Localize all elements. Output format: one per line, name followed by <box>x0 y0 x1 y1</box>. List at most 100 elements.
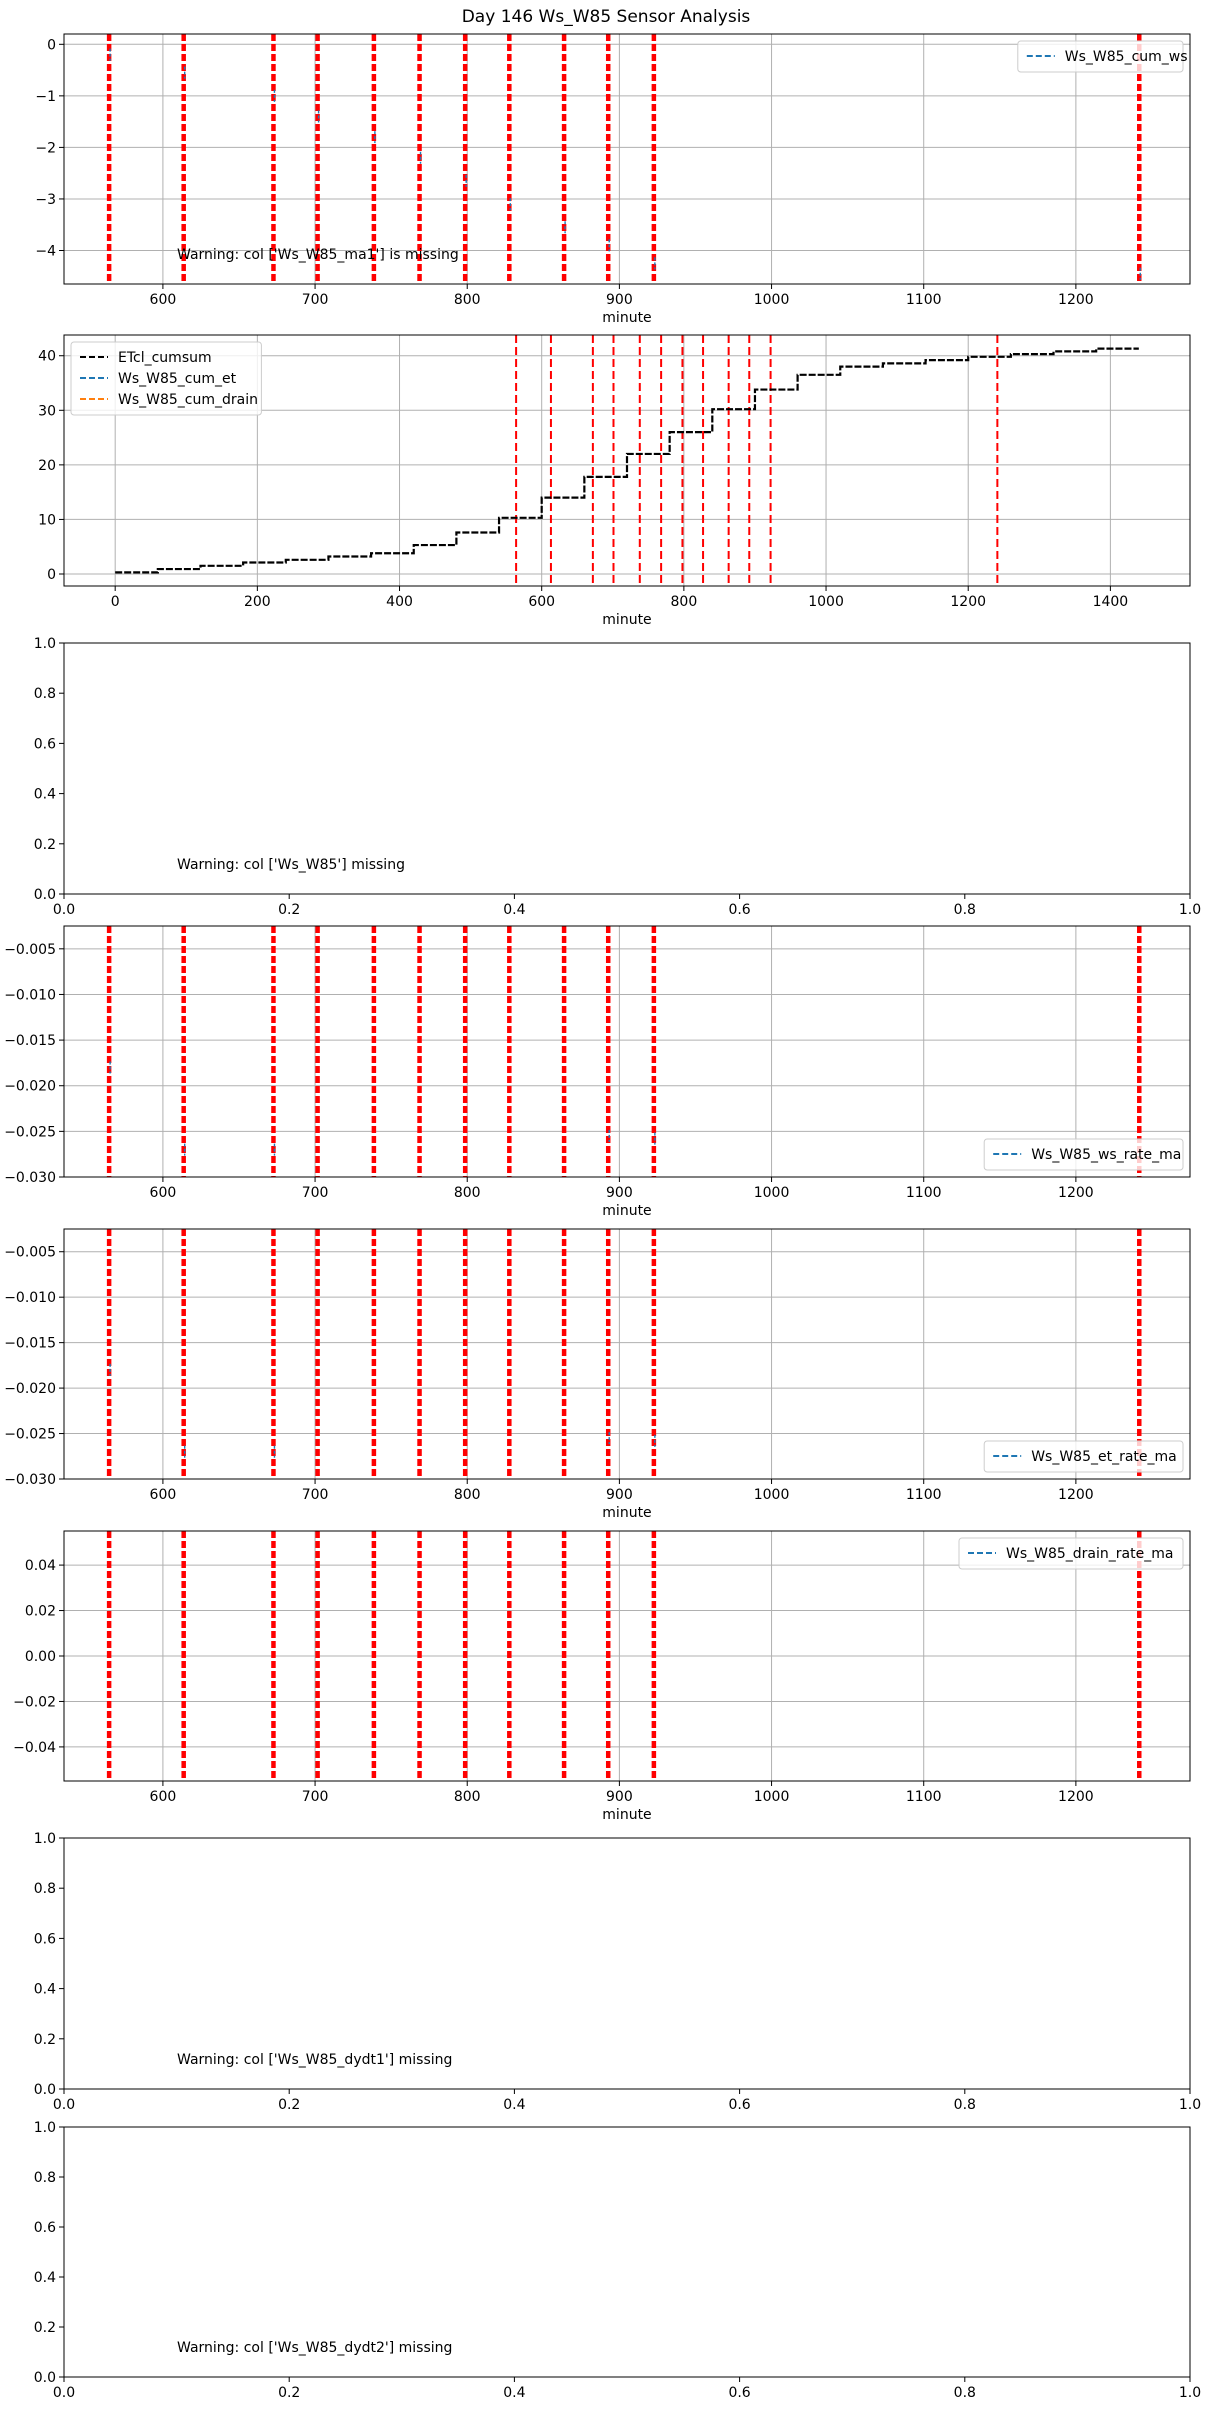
axes-frame <box>63 1837 1191 2090</box>
y-tick-label: 0.8 <box>34 686 56 702</box>
y-tick-label: 1.0 <box>34 2120 56 2136</box>
x-tick-label: 800 <box>454 1487 481 1503</box>
y-tick-label: −1 <box>35 89 56 105</box>
x-tick-label: 800 <box>454 1789 481 1805</box>
x-tick-label: 1000 <box>808 594 844 610</box>
x-tick-label: 0.6 <box>728 2385 750 2401</box>
data-layer <box>106 1531 1142 1781</box>
x-tick-label: 900 <box>606 1789 633 1805</box>
x-tick-label: 0.8 <box>954 902 976 918</box>
chart-panel-2: 0 200 400 600 800 1000 1200 1400 0 10 20 30 40 minute… <box>38 334 1191 628</box>
y-tick-label: 0.4 <box>34 787 56 803</box>
y-tick-label: −0.030 <box>4 1472 56 1488</box>
axes-frame <box>63 642 1191 895</box>
x-tick-label: 1100 <box>906 1185 942 1201</box>
x-tick-label: 1100 <box>906 292 942 308</box>
x-axis-label: minute <box>602 612 651 628</box>
warning-annotation: Warning: col ['Ws_W85_dydt1'] missing <box>177 2052 452 2068</box>
x-tick-label: 900 <box>606 292 633 308</box>
x-tick-label: 1.0 <box>1179 2385 1201 2401</box>
y-tick-label: −0.020 <box>4 1381 56 1397</box>
x-tick-label: 600 <box>150 1487 177 1503</box>
x-tick-label: 0.0 <box>53 902 75 918</box>
x-tick-label: 1200 <box>1058 292 1094 308</box>
x-tick-label: 1100 <box>906 1487 942 1503</box>
y-tick-label: 0.00 <box>25 1649 56 1665</box>
x-tick-label: 0.2 <box>278 2097 300 2113</box>
y-tick-label: 0.8 <box>34 2170 56 2186</box>
y-tick-label: −0.015 <box>4 1033 56 1049</box>
legend-label: Ws_W85_drain_rate_ma <box>1006 1546 1173 1562</box>
x-tick-label: 0.2 <box>278 2385 300 2401</box>
legend-box <box>1017 40 1184 73</box>
x-tick-label: 600 <box>150 1789 177 1805</box>
legend: Ws_W85_cum_ws <box>1017 40 1188 73</box>
x-tick-label: 0.2 <box>278 902 300 918</box>
warning-annotation: Warning: col ['Ws_W85'] missing <box>177 857 405 873</box>
y-tick-label: −0.010 <box>4 987 56 1003</box>
data-layer <box>106 34 1142 284</box>
y-tick-label: 40 <box>38 349 56 365</box>
chart-panel-3: 0.0 0.2 0.4 0.6 0.8 1.0 0.0 0.2 0.4 0.6 0.8 1.0 Warn… <box>34 636 1201 918</box>
warning-annotation: Warning: col ['Ws_W85_ma1'] is missing <box>177 247 459 263</box>
y-tick-label: 0.04 <box>25 1558 56 1574</box>
x-tick-label: 800 <box>454 1185 481 1201</box>
x-tick-label: 0.8 <box>954 2385 976 2401</box>
x-tick-label: 700 <box>302 1487 329 1503</box>
legend: Ws_W85_drain_rate_ma <box>958 1537 1184 1570</box>
y-tick-label: 0.6 <box>34 736 56 752</box>
x-axis-label: minute <box>602 1807 651 1823</box>
x-tick-label: 0 <box>111 594 120 610</box>
x-tick-label: 1000 <box>754 292 790 308</box>
chart-panel-1: 600 700 800 900 1000 1100 1200 0 −1 −2 −3 −4 minute W… <box>35 33 1191 326</box>
y-tick-label: 0.2 <box>34 2320 56 2336</box>
y-tick-label: 0.0 <box>34 2082 56 2098</box>
x-tick-label: 600 <box>150 292 177 308</box>
y-tick-label: 30 <box>38 403 56 419</box>
x-tick-label: 0.4 <box>503 2097 525 2113</box>
y-tick-label: −0.005 <box>4 942 56 958</box>
data-layer <box>106 1229 1142 1479</box>
y-tick-label: −0.04 <box>13 1740 56 1756</box>
x-tick-label: 600 <box>528 594 555 610</box>
legend-label: Ws_W85_et_rate_ma <box>1031 1449 1177 1465</box>
y-tick-label: 0 <box>47 567 56 583</box>
y-tick-label: −0.005 <box>4 1245 56 1261</box>
axes-frame <box>63 1228 1191 1480</box>
axes-frame <box>63 2126 1191 2378</box>
x-tick-label: 0.0 <box>53 2097 75 2113</box>
y-tick-label: 0.4 <box>34 2270 56 2286</box>
y-tick-label: 0.0 <box>34 2370 56 2386</box>
chart-panel-7: 0.0 0.2 0.4 0.6 0.8 1.0 0.0 0.2 0.4 0.6 0.8 1.0 Warn… <box>34 1831 1201 2113</box>
x-tick-label: 800 <box>671 594 698 610</box>
y-tick-label: −4 <box>35 243 56 259</box>
data-layer <box>106 926 1142 1177</box>
x-tick-label: 0.6 <box>728 2097 750 2113</box>
y-tick-label: −3 <box>35 192 56 208</box>
y-tick-label: 1.0 <box>34 636 56 652</box>
legend-box <box>958 1537 1184 1570</box>
y-tick-label: 10 <box>38 512 56 528</box>
y-tick-label: −0.030 <box>4 1170 56 1186</box>
x-tick-label: 700 <box>302 1185 329 1201</box>
legend-label: Ws_W85_cum_drain <box>118 392 258 408</box>
x-tick-label: 1000 <box>754 1487 790 1503</box>
x-tick-label: 0.0 <box>53 2385 75 2401</box>
x-tick-label: 0.4 <box>503 2385 525 2401</box>
legend-box <box>983 1440 1184 1473</box>
y-tick-label: −0.02 <box>13 1694 56 1710</box>
x-axis-label: minute <box>602 1203 651 1219</box>
data-layer <box>115 335 1139 586</box>
y-tick-label: −0.025 <box>4 1427 56 1443</box>
y-tick-label: 0.6 <box>34 1931 56 1947</box>
series-line-etcl-cumsum <box>115 347 1139 574</box>
x-tick-label: 0.6 <box>728 902 750 918</box>
legend: ETcl_cumsum Ws_W85_cum_et Ws_W85_cum_drain <box>70 341 262 416</box>
y-tick-label: 0.02 <box>25 1604 56 1620</box>
y-tick-label: 0.0 <box>34 887 56 903</box>
y-tick-label: −0.015 <box>4 1336 56 1352</box>
axes-frame <box>63 33 1191 285</box>
legend-box <box>70 341 262 416</box>
x-tick-label: 0.4 <box>503 902 525 918</box>
